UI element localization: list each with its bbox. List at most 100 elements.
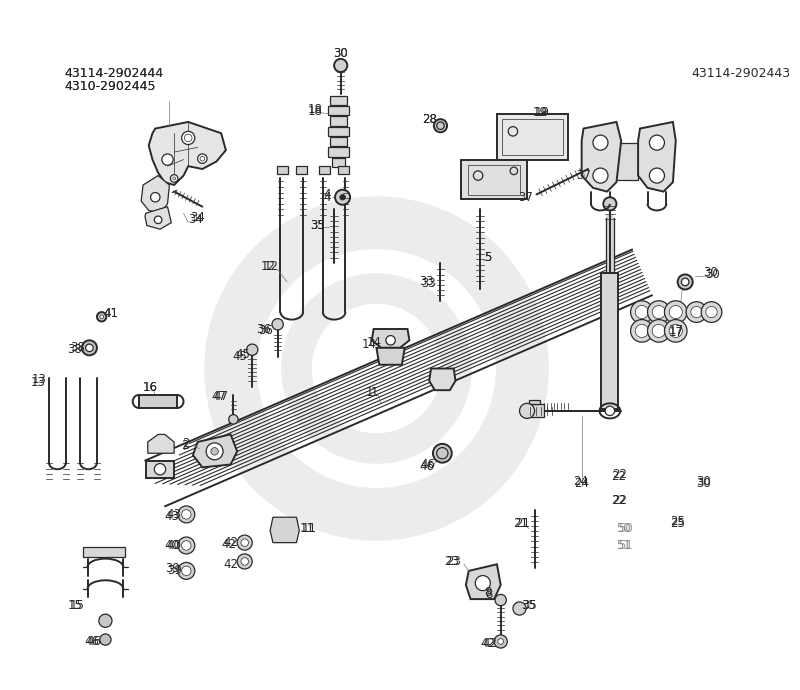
Polygon shape	[145, 206, 171, 229]
Bar	[502, 119, 563, 155]
Text: 14: 14	[362, 339, 377, 351]
Text: 41: 41	[103, 308, 118, 320]
Circle shape	[237, 554, 252, 569]
Text: 8: 8	[484, 586, 491, 599]
Circle shape	[593, 135, 608, 150]
Circle shape	[99, 614, 112, 627]
Circle shape	[603, 197, 617, 210]
Circle shape	[86, 344, 93, 352]
Circle shape	[647, 319, 670, 342]
Circle shape	[665, 301, 687, 324]
Circle shape	[433, 444, 452, 462]
Circle shape	[434, 119, 447, 132]
Text: 23: 23	[446, 555, 461, 568]
Circle shape	[475, 575, 490, 591]
Bar	[329, 106, 349, 115]
Bar	[295, 166, 307, 174]
Circle shape	[335, 190, 350, 205]
Text: 25: 25	[670, 518, 685, 531]
Polygon shape	[582, 122, 621, 192]
Circle shape	[154, 216, 162, 224]
Text: 11: 11	[301, 522, 316, 535]
Circle shape	[82, 340, 97, 355]
Polygon shape	[270, 518, 299, 542]
Circle shape	[386, 335, 395, 345]
Text: 46: 46	[421, 458, 436, 471]
Circle shape	[635, 306, 649, 319]
Circle shape	[650, 135, 665, 150]
Text: 43: 43	[165, 510, 180, 523]
Circle shape	[150, 193, 160, 202]
Circle shape	[178, 506, 195, 523]
Text: 30: 30	[334, 47, 348, 60]
Text: 35: 35	[310, 219, 325, 232]
Text: 22: 22	[612, 494, 626, 506]
Text: 4: 4	[324, 190, 331, 204]
Text: 37: 37	[576, 169, 591, 182]
Text: 33: 33	[419, 275, 434, 288]
Text: 22: 22	[611, 471, 626, 483]
Polygon shape	[149, 122, 226, 185]
Bar	[319, 166, 330, 174]
Text: 24: 24	[573, 475, 588, 488]
Circle shape	[334, 59, 347, 72]
Circle shape	[665, 319, 687, 342]
Text: 35: 35	[522, 599, 536, 612]
Circle shape	[100, 315, 103, 319]
Text: 2: 2	[181, 440, 188, 452]
Text: 35: 35	[522, 599, 538, 612]
Text: 42: 42	[223, 558, 238, 571]
Circle shape	[162, 154, 173, 165]
Circle shape	[691, 306, 702, 317]
Polygon shape	[148, 435, 174, 453]
Circle shape	[652, 324, 666, 337]
Text: 42: 42	[222, 538, 236, 551]
Text: 16: 16	[143, 381, 158, 394]
Text: 24: 24	[574, 477, 589, 490]
Circle shape	[686, 302, 707, 322]
Text: 12: 12	[261, 260, 276, 273]
Text: 4: 4	[324, 188, 331, 201]
Circle shape	[682, 278, 689, 286]
Text: 40: 40	[166, 539, 182, 552]
Circle shape	[669, 324, 682, 337]
Text: 37: 37	[518, 190, 533, 204]
Circle shape	[701, 302, 722, 322]
Text: 17: 17	[668, 324, 683, 337]
Circle shape	[678, 275, 693, 290]
Bar	[330, 117, 347, 126]
Bar	[277, 166, 288, 174]
Text: 42: 42	[223, 536, 238, 549]
Text: 45: 45	[233, 350, 247, 363]
Bar	[338, 166, 349, 174]
Text: 19: 19	[533, 106, 548, 119]
Circle shape	[178, 537, 195, 554]
Text: 5: 5	[484, 251, 491, 264]
Text: 19: 19	[534, 106, 550, 119]
Circle shape	[154, 464, 166, 475]
Circle shape	[246, 344, 258, 355]
Circle shape	[198, 154, 207, 164]
Circle shape	[272, 319, 283, 330]
Bar	[329, 148, 349, 157]
Text: 18: 18	[308, 105, 322, 118]
Text: 30: 30	[705, 268, 720, 281]
Bar	[461, 159, 527, 199]
Circle shape	[100, 634, 111, 645]
Text: 46: 46	[85, 635, 100, 648]
Text: 43114-2902444: 43114-2902444	[64, 68, 163, 81]
Text: 43114-2902443: 43114-2902443	[692, 68, 791, 81]
Text: 5: 5	[484, 251, 491, 264]
Text: 21: 21	[513, 518, 528, 531]
Circle shape	[170, 175, 178, 182]
Polygon shape	[466, 564, 501, 599]
Text: 40: 40	[165, 539, 180, 552]
Circle shape	[605, 406, 614, 415]
Text: 36: 36	[258, 324, 273, 337]
Text: 13: 13	[32, 373, 47, 386]
Circle shape	[182, 131, 195, 144]
Text: 25: 25	[670, 515, 685, 529]
Text: 16: 16	[143, 381, 158, 394]
Bar	[146, 461, 174, 477]
Circle shape	[647, 301, 670, 324]
